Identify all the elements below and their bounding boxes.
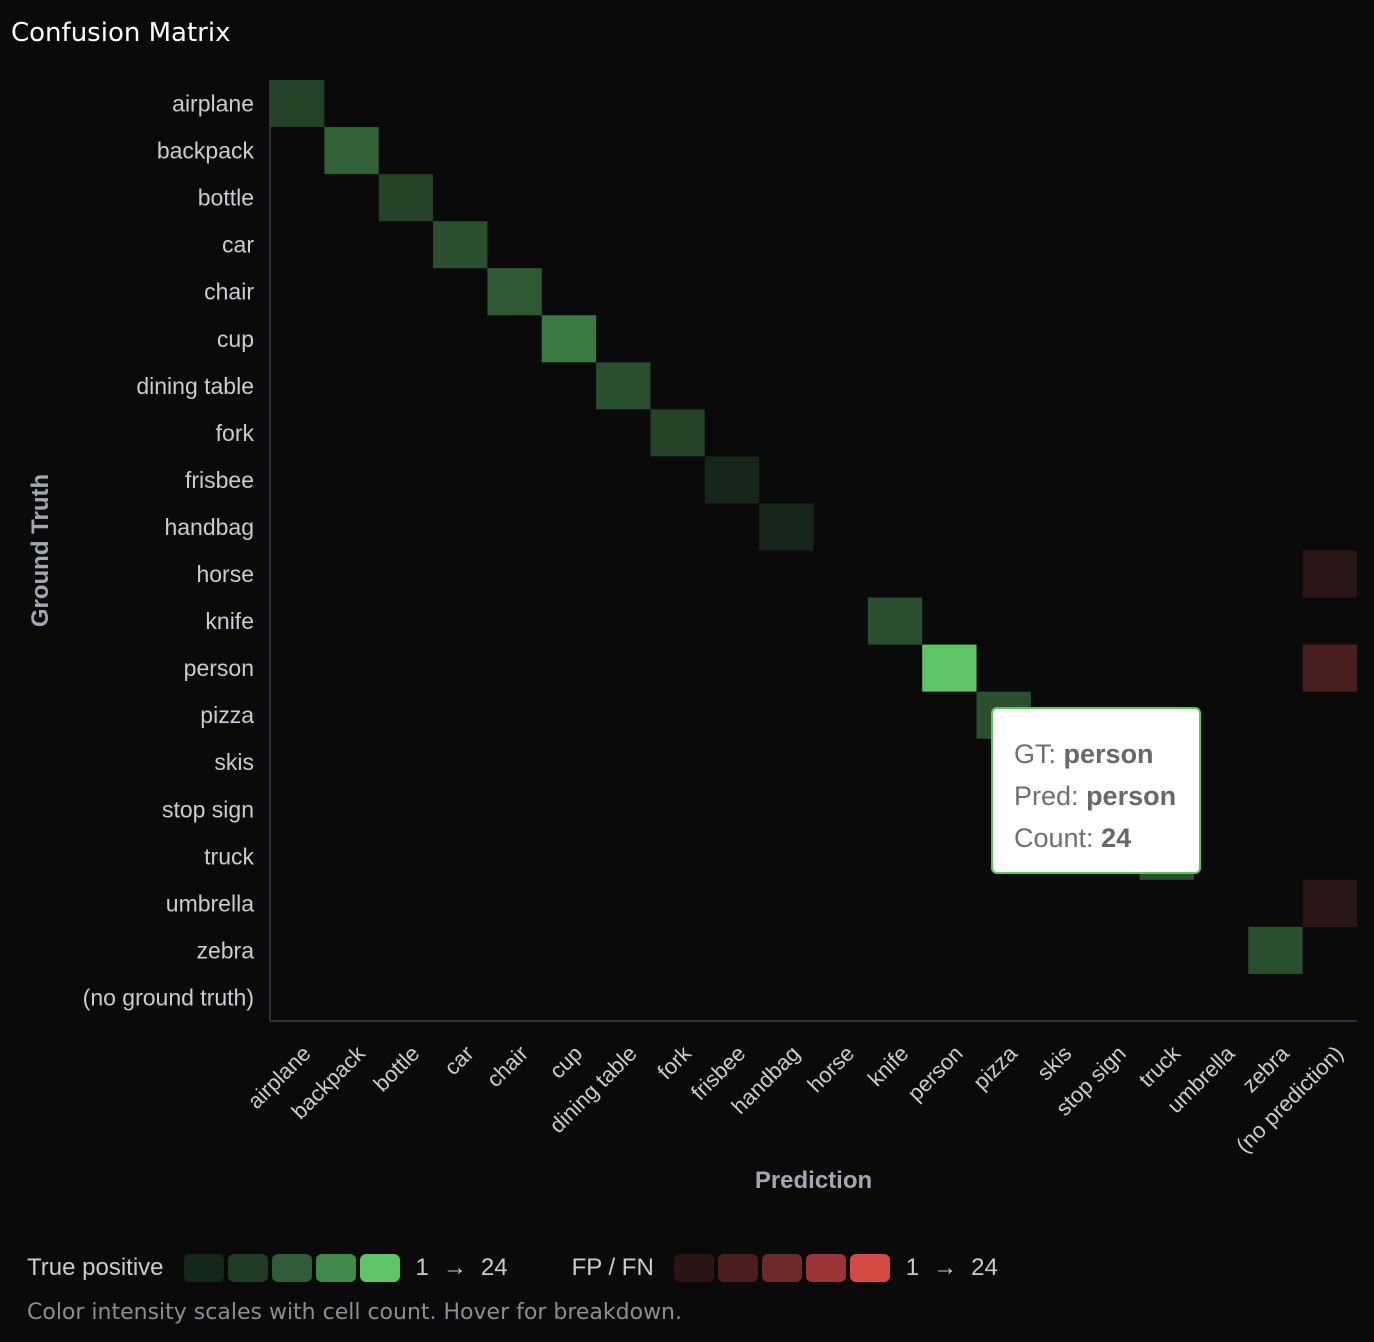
matrix-cell[interactable]: [487, 268, 542, 316]
matrix-cell[interactable]: [596, 362, 651, 410]
y-tick-label: chair: [204, 279, 254, 305]
matrix-cell[interactable]: [541, 315, 597, 363]
matrix-cell[interactable]: [1302, 550, 1357, 598]
tooltip-pred-value: person: [1086, 781, 1177, 811]
y-tick-label: handbag: [164, 514, 254, 540]
tooltip-pred-line: Pred: person: [1014, 781, 1177, 811]
legend-err-swatch-2: [717, 1254, 758, 1282]
x-tick-label: cup: [544, 1041, 587, 1084]
matrix-cell[interactable]: [704, 456, 760, 504]
x-tick-label: horse: [802, 1041, 859, 1098]
legend-tp-swatch-1: [183, 1254, 224, 1282]
x-tick-label: car: [439, 1041, 478, 1080]
legend-tp-label: True positive: [27, 1254, 164, 1281]
x-tick-label: person: [903, 1041, 968, 1106]
y-tick-label: airplane: [172, 91, 254, 117]
legend-err-swatch-3: [761, 1254, 802, 1282]
tooltip-gt-value: person: [1063, 739, 1154, 769]
color-legend: True positive 1 → 24 FP / FN 1 → 24: [27, 1250, 998, 1286]
matrix-cell[interactable]: [433, 221, 488, 269]
x-tick-label: bottle: [369, 1041, 425, 1097]
y-axis-title: Ground Truth: [27, 474, 54, 627]
y-tick-label: dining table: [136, 373, 254, 399]
matrix-cell[interactable]: [324, 127, 379, 175]
matrix-cell[interactable]: [759, 503, 814, 551]
legend-err-swatch-5: [849, 1254, 890, 1282]
legend-tp-swatch-5: [359, 1254, 400, 1282]
legend-tp-swatch-4: [315, 1254, 356, 1282]
tooltip-count-line: Count: 24: [1014, 823, 1132, 853]
y-tick-label: knife: [205, 608, 254, 634]
y-tick-label: truck: [204, 843, 254, 869]
x-tick-label: fork: [652, 1040, 696, 1084]
legend-err-swatch-1: [673, 1254, 714, 1282]
legend-err-max: 24: [971, 1254, 998, 1281]
y-tick-label: horse: [196, 561, 254, 587]
matrix-cell[interactable]: [270, 80, 325, 128]
x-tick-label: pizza: [968, 1040, 1023, 1095]
legend-tp-min: 1: [415, 1254, 429, 1281]
tooltip-gt-line: GT: person: [1014, 739, 1154, 769]
matrix-cell[interactable]: [867, 597, 923, 645]
matrix-cell[interactable]: [1302, 644, 1357, 692]
x-tick-label: skis: [1032, 1041, 1076, 1085]
matrix-cell[interactable]: [922, 644, 977, 692]
legend-tp-swatch-2: [227, 1254, 268, 1282]
y-tick-label: cup: [217, 326, 254, 352]
legend-note: Color intensity scales with cell count. …: [27, 1300, 682, 1325]
matrix-cell[interactable]: [650, 409, 705, 457]
matrix-cell[interactable]: [378, 174, 434, 222]
arrow-right-icon: →: [442, 1254, 467, 1281]
x-axis-title: Prediction: [755, 1167, 872, 1194]
matrix-cell[interactable]: [1302, 879, 1357, 927]
matrix-cell[interactable]: [1248, 926, 1303, 974]
y-tick-label: car: [222, 232, 254, 258]
legend-err-swatch-4: [805, 1254, 846, 1282]
y-tick-label: person: [184, 655, 254, 681]
y-tick-label: (no ground truth): [83, 985, 254, 1011]
y-tick-label: frisbee: [185, 467, 254, 493]
y-tick-label: skis: [214, 749, 254, 775]
legend-err-label: FP / FN: [571, 1254, 654, 1281]
y-tick-label: backpack: [157, 138, 255, 164]
y-tick-label: fork: [216, 420, 255, 446]
arrow-right-icon: →: [933, 1254, 958, 1281]
legend-err-swatches: [670, 1254, 890, 1282]
page-title: Confusion Matrix: [11, 18, 231, 48]
tooltip-count-value: 24: [1101, 823, 1132, 853]
cell-tooltip: GT: person Pred: person Count: 24: [991, 707, 1201, 874]
y-tick-label: umbrella: [166, 890, 254, 916]
y-tick-label: pizza: [200, 702, 254, 728]
legend-tp-swatches: [180, 1254, 400, 1282]
legend-tp-max: 24: [480, 1254, 508, 1281]
x-tick-label: chair: [482, 1041, 533, 1092]
y-tick-label: zebra: [196, 937, 254, 963]
legend-tp-swatch-3: [271, 1254, 312, 1282]
y-tick-label: bottle: [198, 185, 254, 211]
confusion-matrix-chart: airplanebackpackbottlecarchaircupdining …: [27, 80, 1357, 1194]
y-tick-label: stop sign: [162, 796, 254, 822]
legend-err-min: 1: [905, 1254, 920, 1281]
